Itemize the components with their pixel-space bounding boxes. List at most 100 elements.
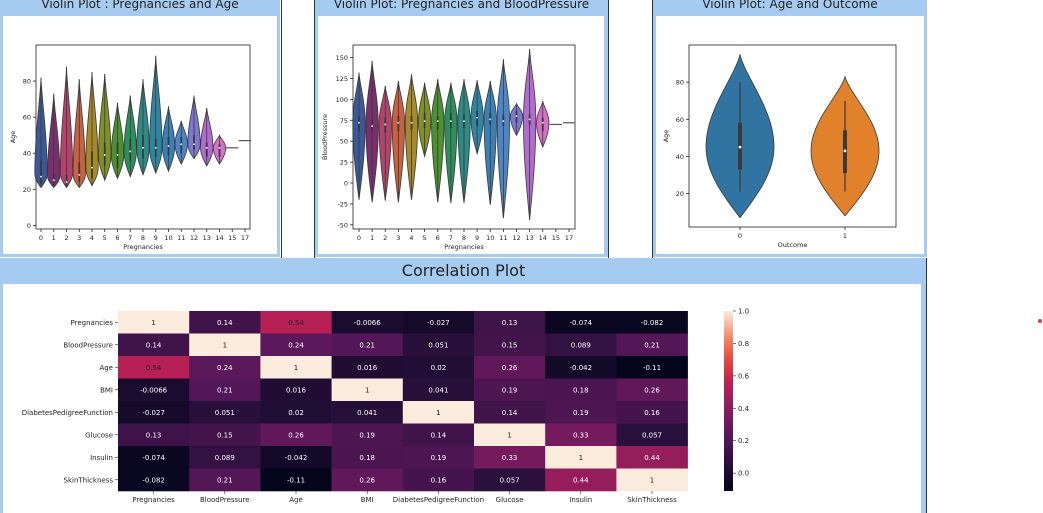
- heatmap-cell: [189, 356, 261, 379]
- colorbar-tick-label: 0.4: [738, 405, 750, 413]
- x-tick-label: 10: [486, 234, 494, 242]
- heatmap-cell-label: 0.15: [502, 341, 518, 349]
- heatmap-cell-label: 1: [223, 341, 227, 349]
- violin-panel-pregnancies-age: Violin Plot : Pregnancies and Age 0 20 40 6…: [0, 0, 280, 257]
- correlation-panel-title: Correlation Plot: [401, 261, 526, 280]
- violin-median: [205, 146, 208, 149]
- heatmap-cell: [118, 356, 190, 379]
- heatmap-row-label: Age: [99, 364, 113, 372]
- cursor-dot: [1038, 319, 1042, 323]
- heatmap-cell: [118, 423, 190, 447]
- heatmap-row-label: BMI: [100, 386, 113, 394]
- heatmap-cell-label: -0.027: [142, 409, 165, 417]
- heatmap-cell: [402, 423, 475, 447]
- heatmap-cell: [474, 468, 546, 492]
- heatmap-cell-label: 0.26: [502, 364, 518, 372]
- violin-0: [34, 77, 48, 189]
- violin-median: [436, 120, 439, 123]
- x-tick-label: 2: [383, 234, 387, 242]
- x-tick-label: 14: [539, 234, 547, 242]
- y-tick-label: 40: [676, 153, 684, 161]
- heatmap-cell: [545, 446, 617, 469]
- violin-11: [496, 59, 510, 219]
- violin-2: [59, 66, 74, 189]
- violin-iqr-box: [78, 162, 81, 183]
- violin-median: [52, 179, 55, 182]
- heatmap-cell: [260, 468, 332, 492]
- x-tick-label: 0: [738, 232, 742, 240]
- y-tick-label: -25: [337, 200, 348, 208]
- violin-median: [78, 173, 81, 176]
- heatmap-cell-label: 1: [507, 431, 511, 439]
- y-tick-label: -50: [337, 221, 348, 229]
- x-tick-label: 5: [423, 234, 427, 242]
- heatmap-cell-label: 0.16: [431, 476, 447, 484]
- violin-median: [515, 115, 518, 117]
- violin-6: [431, 79, 445, 203]
- heatmap-cell: [616, 401, 688, 424]
- heatmap-cell-label: -0.074: [570, 319, 593, 327]
- x-axis-label: Outcome: [778, 241, 808, 249]
- violin-median: [193, 143, 195, 146]
- heatmap-cell: [189, 401, 261, 424]
- heatmap-cell: [545, 378, 617, 402]
- heatmap-cell-label: -0.027: [427, 319, 450, 327]
- heatmap-cell-label: 0.041: [357, 409, 377, 417]
- heatmap-cell: [118, 401, 190, 424]
- heatmap-cell: [545, 468, 617, 492]
- x-tick-label: 12: [190, 234, 198, 242]
- violin-median: [40, 175, 42, 178]
- x-tick-label: 1: [370, 234, 374, 242]
- heatmap-cell-label: 0.14: [146, 341, 162, 349]
- heatmap-cell: [260, 356, 332, 379]
- violin-6: [110, 102, 125, 180]
- violin-9: [149, 55, 163, 175]
- panel-divider: [314, 0, 315, 258]
- panel-divider: [281, 0, 282, 258]
- heatmap-cell: [260, 446, 332, 469]
- heatmap-cell-label: 0.13: [502, 319, 518, 327]
- violin-panel-title: Violin Plot: Pregnancies and BloodPressu…: [333, 0, 590, 11]
- violin-iqr-box: [129, 138, 132, 161]
- violin-median: [463, 120, 465, 123]
- violin-median: [103, 154, 106, 156]
- violin-median: [384, 123, 387, 126]
- heatmap-cell-label: 0.02: [288, 409, 304, 417]
- heatmap-cell: [118, 446, 190, 469]
- violin-median: [502, 120, 505, 123]
- x-tick-label: 3: [396, 234, 400, 242]
- correlation-panel: Correlation Plot 1 0.14 0.54 -0.0066 -0.027 0…: [0, 258, 927, 513]
- heatmap-cell: [331, 446, 404, 469]
- x-tick-label: 8: [462, 234, 466, 242]
- heatmap-cell-label: 0.02: [431, 364, 447, 372]
- heatmap-cell: [545, 356, 617, 379]
- heatmap-cell-label: -0.0066: [354, 319, 382, 327]
- violin-panel-pregnancies-bloodpressure: Violin Plot: Pregnancies and BloodPressu…: [315, 0, 608, 257]
- heatmap-cell: [189, 378, 261, 402]
- heatmap-cell: [545, 333, 617, 357]
- violin-7: [444, 82, 458, 204]
- colorbar-tick-label: 0.8: [738, 340, 749, 348]
- y-tick-label: 50: [340, 138, 348, 146]
- heatmap-cell-label: -0.042: [285, 454, 308, 462]
- y-axis-label: Age: [662, 130, 670, 143]
- violin-iqr-box: [205, 142, 208, 157]
- heatmap-cell: [260, 423, 332, 447]
- violin-10: [161, 106, 176, 173]
- correlation-plot-area: 1 0.14 0.54 -0.0066 -0.027 0.13 -0.074 -0.082 0.…: [3, 284, 921, 513]
- violin-median: [541, 121, 544, 124]
- colorbar-tick-label: 0.0: [738, 470, 749, 478]
- heatmap-cell-label: 1: [436, 409, 440, 417]
- y-axis-label: Age: [9, 131, 17, 144]
- x-tick-label: 15: [552, 234, 560, 242]
- heatmap-cell-label: 0.13: [146, 431, 162, 439]
- heatmap-cell: [189, 423, 261, 447]
- heatmap-cell-label: 0.051: [215, 409, 235, 417]
- x-tick-label: 13: [203, 234, 211, 242]
- violin-panel-title: Violin Plot : Pregnancies and Age: [41, 0, 239, 11]
- y-tick-label: 0: [344, 180, 348, 188]
- violin-1: [365, 60, 379, 203]
- violin-iqr-box: [142, 135, 144, 159]
